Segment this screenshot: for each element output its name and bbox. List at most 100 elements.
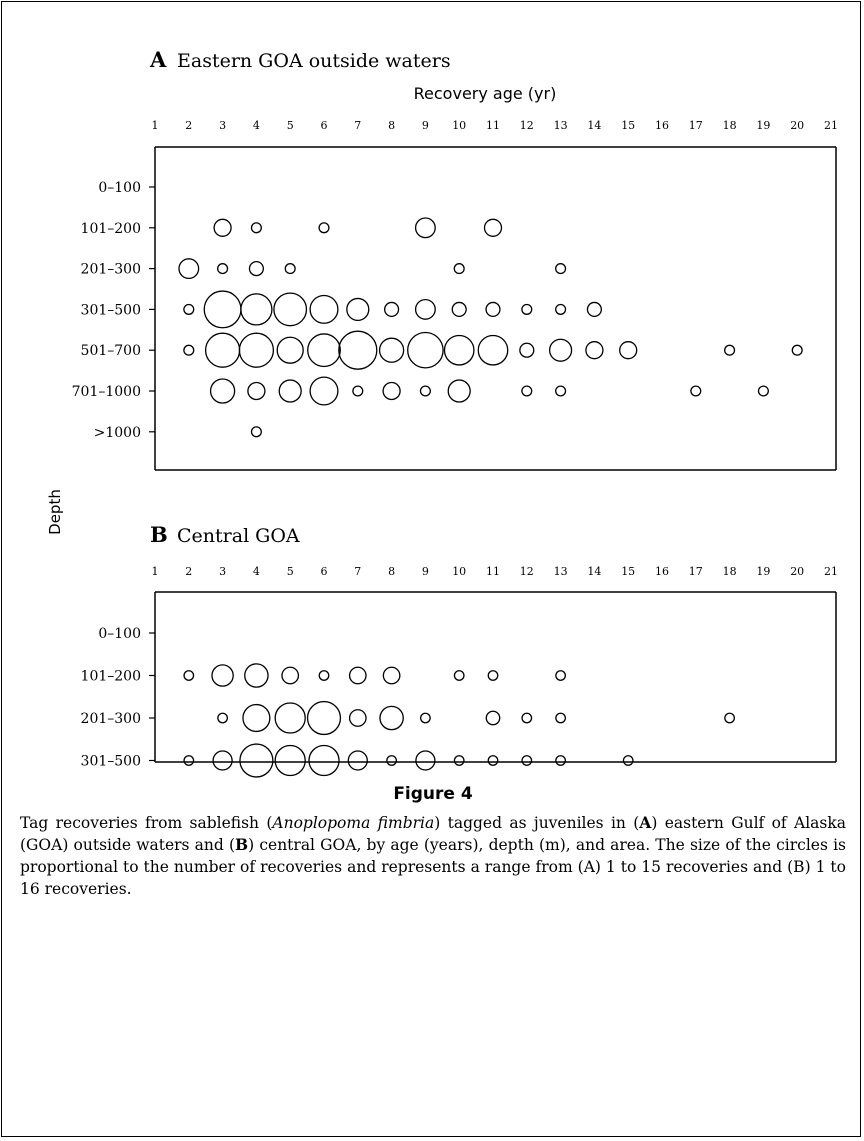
panel-a-x-tick-label: 17: [689, 119, 703, 132]
panel-a-x-tick-label: 10: [452, 119, 466, 132]
panel-a-x-tick-label: 20: [790, 119, 804, 132]
panel-b-bubble: [242, 703, 271, 733]
panel-a-bubble: [309, 294, 339, 324]
panel-a-bubble: [278, 379, 302, 403]
panel-b-x-tick-label: 8: [388, 565, 395, 578]
panel-b-y-category-label: 201–300: [81, 711, 141, 727]
caption-segment: ) eastern Gulf of Alaska (GOA) outside w…: [20, 814, 846, 854]
panel-a-x-tick-label: 5: [287, 119, 294, 132]
panel-a-x-tick-label: 9: [422, 119, 429, 132]
panel-a-bubble: [791, 344, 803, 356]
panel-b-bubble: [555, 712, 566, 724]
panel-a-title: Eastern GOA outside waters: [177, 50, 451, 72]
panel-b-bubble: [419, 712, 431, 724]
panel-b-x-tick-label: 20: [790, 565, 804, 578]
panel-a-bubble: [183, 303, 195, 315]
panel-a-bubble: [483, 218, 503, 237]
figure-caption-block: Figure 4 Tag recoveries from sablefish (…: [20, 783, 846, 900]
panel-a-x-axis-title: Recovery age (yr): [414, 84, 557, 103]
panel-a-bubble: [284, 263, 296, 275]
panel-a-bubble: [204, 332, 241, 368]
panel-a-x-tick-label: 14: [587, 119, 601, 132]
panel-a-y-category-label: 201–300: [81, 262, 141, 278]
panel-b-bubble: [521, 712, 533, 724]
figure-chart: A Eastern GOA outside waters Recovery age …: [46, 47, 838, 778]
caption-segment: Tag recoveries from sablefish (: [20, 814, 273, 832]
panel-a-y-category-label: 501–700: [81, 343, 141, 359]
panel-b-bubble: [487, 755, 499, 766]
figure-label: Figure 4: [393, 784, 473, 804]
panel-a-bubble: [248, 261, 264, 277]
panel-b-x-tick-label: 13: [554, 565, 568, 578]
panel-b-x-tick-label: 2: [185, 565, 192, 578]
panel-a-bubble: [240, 293, 273, 326]
panel-a-y-category-label: 0–100: [98, 180, 141, 196]
panel-a-bubble: [217, 263, 229, 275]
panel-a-bubble: [338, 330, 378, 370]
panel-a-bubble: [548, 338, 573, 362]
panel-a-bubble: [521, 303, 533, 315]
panel-a-bubble: [453, 263, 465, 275]
panel-b-bubble: [382, 666, 401, 685]
panel-b-bubble: [622, 755, 634, 766]
panel-b-x-tick-label: 14: [587, 565, 601, 578]
panel-b-y-category-label: 0–100: [98, 626, 141, 642]
panel-a-bubble: [273, 292, 308, 327]
panel-a-x-tick-label: 16: [655, 119, 669, 132]
panel-b-x-tick-label: 3: [219, 565, 226, 578]
panel-a-x-tick-label: 3: [219, 119, 226, 132]
panel-b-x-tick-label: 19: [756, 565, 770, 578]
panel-a-bubble: [250, 222, 262, 234]
panel-a-bubble: [586, 301, 602, 317]
panel-b-bubble: [274, 702, 306, 734]
panel-a-y-category-label: 101–200: [81, 221, 141, 237]
panel-a-bubble: [276, 336, 304, 364]
panel-a-bubble: [619, 341, 638, 360]
caption-segment: B: [235, 835, 249, 854]
panel-b-bubble: [239, 743, 274, 778]
panel-a-bubble: [378, 337, 405, 363]
panel-a-x-tick-label: 1: [152, 119, 159, 132]
panel-b-x-tick-label: 4: [253, 565, 260, 578]
panel-a-x-tick-label: 12: [520, 119, 534, 132]
panel-b-bubble: [724, 712, 735, 724]
panel-b-letter: B: [150, 522, 168, 547]
panel-b-bubble: [183, 670, 195, 681]
panel-a-bubble: [585, 341, 604, 360]
panel-b-bubble: [379, 705, 404, 731]
panel-a-bubble: [555, 385, 567, 397]
panel-a-x-tick-label: 21: [824, 119, 838, 132]
panel-b-bubble: [453, 755, 465, 766]
panel-a-x-tick-label: 13: [554, 119, 568, 132]
panel-a-bubble: [213, 218, 232, 237]
panel-b-x-tick-label: 9: [422, 565, 429, 578]
panel-a-bubble: [183, 344, 195, 356]
panel-a-x-tick-label: 19: [756, 119, 770, 132]
panel-b-x-tick-label: 7: [354, 565, 361, 578]
panel-a-bubble: [309, 376, 339, 406]
panel-a-x-tick-label: 2: [185, 119, 192, 132]
panel-b-bubble: [487, 670, 499, 681]
panel-a-bubble: [178, 258, 200, 280]
panel-b-bubble: [521, 755, 533, 766]
panel-a-bubble: [757, 385, 769, 397]
panel-b-bubble: [274, 744, 306, 777]
panel-b-y-category-label: 101–200: [81, 669, 141, 685]
panel-b-y-category-label: 301–500: [81, 754, 141, 770]
panel-b-bubble: [306, 700, 342, 736]
panel-b-bubble: [555, 670, 566, 681]
panel-a-y-category-label: >1000: [94, 425, 141, 441]
panel-a-bubble: [414, 217, 436, 239]
panel-a-x-tick-label: 15: [621, 119, 635, 132]
panel-b-bubble: [348, 709, 367, 727]
panel-b-bubble: [183, 755, 195, 766]
panel-b-bubble: [555, 755, 566, 766]
panel-b-bubble: [453, 670, 465, 681]
panel-b-x-tick-label: 11: [486, 565, 500, 578]
panel-b-bubble: [211, 664, 234, 687]
panel-a-bubble: [250, 426, 262, 438]
panel-a-bubble: [443, 334, 475, 366]
panel-a-bubble: [247, 381, 266, 401]
panel-b-bubble: [244, 663, 269, 688]
panel-a-bubble: [307, 333, 341, 368]
